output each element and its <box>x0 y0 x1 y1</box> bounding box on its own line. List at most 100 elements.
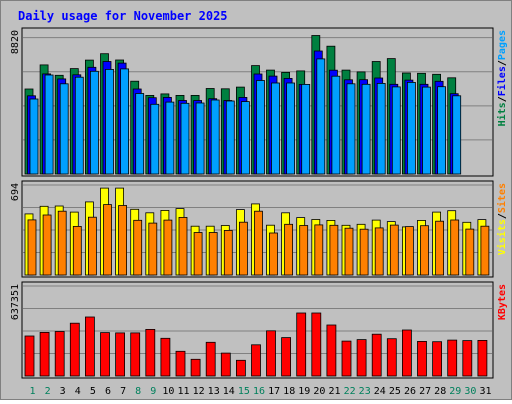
bar-pages-day-3 <box>59 83 69 175</box>
bar-kbytes-day-14 <box>220 352 231 377</box>
x-tick-label: 15 <box>238 386 250 397</box>
bar-pages-day-29 <box>452 95 462 175</box>
bar-sites-day-19 <box>299 225 309 276</box>
bar-sites-day-27 <box>420 225 429 276</box>
x-tick-label: 20 <box>313 386 325 397</box>
legend-entry-kbytes: KBytes <box>497 284 508 320</box>
bar-pages-day-10 <box>165 101 175 175</box>
bar-kbytes-day-11 <box>175 350 186 377</box>
bar-kbytes-day-13 <box>205 341 216 377</box>
bar-sites-day-1 <box>27 219 37 276</box>
panel-visits-sites: 694 Visits/Sites <box>10 180 508 278</box>
bar-pages-day-23 <box>361 83 371 175</box>
y-max-label: 8820 <box>10 30 21 54</box>
x-tick-label: 16 <box>253 386 265 397</box>
legend-separator: / <box>497 60 508 66</box>
bar-kbytes-day-5 <box>85 316 95 377</box>
bar-sites-day-9 <box>148 222 158 276</box>
bar-sites-day-13 <box>208 232 218 276</box>
bar-kbytes-day-28 <box>432 341 443 377</box>
bar-kbytes-day-10 <box>160 337 171 377</box>
legend: Visits/Sites <box>496 183 508 255</box>
bar-pages-day-19 <box>301 84 311 175</box>
bar-sites-day-2 <box>42 214 52 276</box>
bar-pages-day-27 <box>422 86 431 175</box>
bar-kbytes-day-7 <box>115 332 125 377</box>
x-tick-labels: 1 2 3 4 5 6 7 8 9 10 11 12 13 14 15 16 17 18 19 20 21 22 23 24 2… <box>29 386 491 397</box>
legend-entry-files: Files <box>496 66 508 96</box>
x-tick-label: 4 <box>75 386 81 397</box>
x-tick-label: 5 <box>90 386 96 397</box>
bar-sites-day-14 <box>223 229 233 276</box>
legend-entry-sites: Sites <box>496 183 508 213</box>
x-tick-label: 12 <box>193 386 205 397</box>
legend-separator: / <box>497 96 508 102</box>
bar-pages-day-11 <box>180 102 190 175</box>
bar-sites-day-30 <box>465 228 475 276</box>
x-tick-label: 10 <box>162 386 174 397</box>
bar-kbytes-day-1 <box>24 335 35 377</box>
bar-kbytes-day-9 <box>145 328 156 377</box>
bar-pages-day-2 <box>44 74 54 175</box>
bar-kbytes-day-3 <box>54 331 65 377</box>
bar-kbytes-day-19 <box>296 312 307 377</box>
bar-sites-day-6 <box>103 204 112 276</box>
bar-sites-day-7 <box>118 205 127 276</box>
bar-sites-day-26 <box>404 226 414 276</box>
x-tick-label: 8 <box>135 386 141 397</box>
x-tick-label: 31 <box>479 386 491 397</box>
bar-sites-day-25 <box>389 224 399 276</box>
bar-pages-day-12 <box>195 102 205 175</box>
bar-pages-day-7 <box>120 68 129 175</box>
chart-title: Daily usage for November 2025 <box>18 9 228 23</box>
bar-kbytes-day-23 <box>356 339 367 377</box>
bar-sites-day-8 <box>133 219 143 276</box>
bar-sites-day-20 <box>314 224 324 276</box>
bar-sites-day-31 <box>480 225 490 276</box>
bar-sites-day-12 <box>193 232 203 276</box>
x-tick-label: 3 <box>60 386 66 397</box>
bar-kbytes-day-26 <box>401 329 412 377</box>
bar-pages-day-15 <box>240 101 250 175</box>
bar-kbytes-day-17 <box>266 330 276 377</box>
bar-pages-day-17 <box>271 82 280 175</box>
panel-kbytes: 637351 KBytes <box>10 281 508 379</box>
x-tick-label: 30 <box>464 386 476 397</box>
bar-pages-day-16 <box>256 80 265 175</box>
bar-kbytes-day-20 <box>311 312 322 377</box>
bar-kbytes-day-30 <box>462 340 473 377</box>
bar-sites-day-3 <box>57 210 67 276</box>
bar-sites-day-29 <box>450 219 460 276</box>
bar-sites-day-17 <box>269 232 278 276</box>
x-tick-label: 21 <box>328 386 340 397</box>
x-tick-label: 26 <box>404 386 416 397</box>
bar-kbytes-day-18 <box>281 337 292 377</box>
bar-sites-day-28 <box>435 220 445 276</box>
x-tick-label: 22 <box>344 386 356 397</box>
x-tick-label: 24 <box>374 386 386 397</box>
bar-pages-day-13 <box>210 99 220 175</box>
legend: KBytes <box>497 284 508 320</box>
x-tick-label: 19 <box>298 386 310 397</box>
x-tick-label: 27 <box>419 386 431 397</box>
bar-sites-day-10 <box>163 219 173 276</box>
x-tick-label: 6 <box>105 386 111 397</box>
bar-sites-day-21 <box>329 224 339 276</box>
legend-entry-visits: Visits <box>496 219 508 255</box>
bar-kbytes-day-22 <box>341 340 352 377</box>
bar-pages-day-25 <box>391 86 401 175</box>
x-tick-label: 18 <box>283 386 295 397</box>
bar-pages-day-8 <box>135 93 145 175</box>
bar-pages-day-24 <box>376 83 386 175</box>
bar-pages-day-26 <box>406 82 416 175</box>
x-tick-label: 17 <box>268 386 280 397</box>
x-tick-label: 14 <box>223 386 235 397</box>
bar-sites-day-4 <box>72 225 82 276</box>
bar-sites-day-16 <box>254 210 263 276</box>
bar-sites-day-24 <box>374 227 384 276</box>
x-tick-label: 29 <box>449 386 461 397</box>
bar-sites-day-22 <box>344 227 354 276</box>
y-max-label: 637351 <box>10 284 21 320</box>
bar-kbytes-day-21 <box>326 324 337 377</box>
